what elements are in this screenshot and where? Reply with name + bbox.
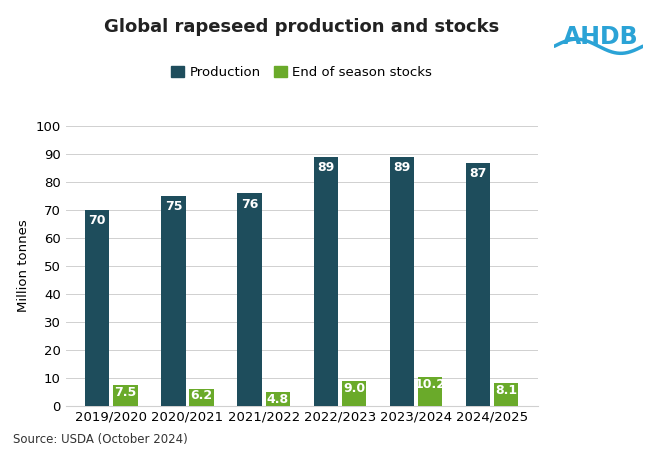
Bar bbox=[418, 377, 442, 406]
Legend: Production, End of season stocks: Production, End of season stocks bbox=[166, 61, 438, 84]
Text: 89: 89 bbox=[394, 161, 411, 174]
Text: 89: 89 bbox=[317, 161, 335, 174]
Text: 7.5: 7.5 bbox=[114, 386, 136, 399]
Text: 9.0: 9.0 bbox=[343, 382, 365, 395]
Bar bbox=[466, 163, 490, 406]
Bar bbox=[342, 381, 366, 406]
Text: 75: 75 bbox=[165, 200, 182, 213]
Bar bbox=[237, 193, 262, 406]
Text: 4.8: 4.8 bbox=[267, 393, 289, 406]
Text: Source: USDA (October 2024): Source: USDA (October 2024) bbox=[13, 433, 188, 446]
Bar bbox=[266, 392, 290, 406]
Text: 70: 70 bbox=[89, 214, 106, 227]
Bar bbox=[85, 210, 110, 406]
Text: 10.2: 10.2 bbox=[415, 378, 445, 391]
Bar bbox=[113, 385, 138, 406]
Y-axis label: Million tonnes: Million tonnes bbox=[17, 220, 30, 313]
Text: 76: 76 bbox=[241, 198, 258, 211]
Bar bbox=[314, 157, 338, 406]
Text: 8.1: 8.1 bbox=[495, 384, 518, 397]
Bar bbox=[190, 389, 214, 406]
Bar bbox=[494, 383, 518, 406]
Text: Global rapeseed production and stocks: Global rapeseed production and stocks bbox=[104, 18, 499, 36]
Bar bbox=[161, 196, 186, 406]
Text: 6.2: 6.2 bbox=[190, 389, 213, 402]
Text: 87: 87 bbox=[470, 167, 487, 180]
Bar bbox=[390, 157, 414, 406]
Text: AHDB: AHDB bbox=[562, 25, 638, 49]
